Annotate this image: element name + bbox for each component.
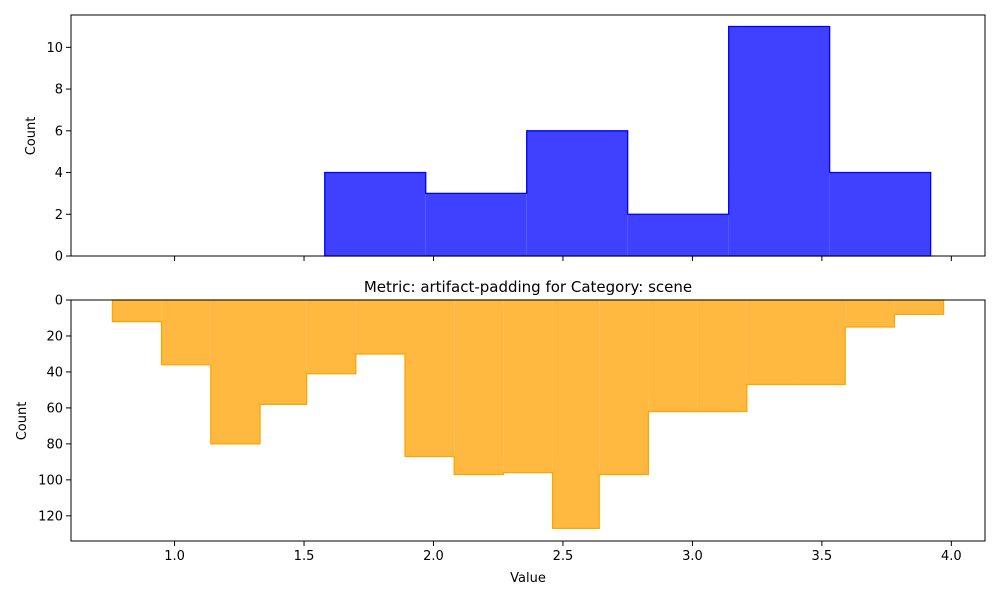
bottom-histogram-bar xyxy=(795,300,846,385)
bottom-histogram-bar xyxy=(355,300,406,354)
top-axes-frame xyxy=(70,14,986,257)
bottom-x-tick-label: 2.0 xyxy=(423,549,444,564)
bottom-y-tick-label: 20 xyxy=(46,329,63,344)
top-y-tick-label: 0 xyxy=(55,250,63,265)
top-histogram-bar xyxy=(425,193,527,256)
bottom-y-tick-label: 40 xyxy=(46,365,63,380)
bottom-x-tick-label: 3.5 xyxy=(812,549,833,564)
x-axis-label: Value xyxy=(510,571,546,586)
bottom-histogram-outline xyxy=(111,299,945,530)
top-y-tick-label: 2 xyxy=(55,208,63,223)
bottom-histogram-bar xyxy=(894,300,944,315)
bottom-histogram-bar xyxy=(405,300,455,457)
bottom-y-tick-label: 100 xyxy=(38,473,63,488)
top-x-ticks xyxy=(174,256,952,261)
bottom-histogram-bar xyxy=(161,300,211,365)
bottom-y-tick-label: 120 xyxy=(38,509,63,524)
bottom-x-tick-label: 1.0 xyxy=(164,549,185,564)
top-histogram-bar xyxy=(324,172,426,256)
bottom-histogram-bar xyxy=(746,300,796,385)
bottom-axes-frame xyxy=(70,299,986,542)
top-histogram: 0 2 4 6 8 10 Count xyxy=(24,14,986,265)
bottom-histogram-bar xyxy=(306,300,356,374)
chart-title: Metric: artifact-padding for Category: s… xyxy=(364,278,692,296)
bottom-histogram-bar xyxy=(260,300,307,405)
bottom-x-tick-label: 3.0 xyxy=(682,549,703,564)
top-histogram-bar xyxy=(627,214,729,256)
top-y-axis-label: Count xyxy=(24,117,39,156)
top-y-tick-label: 8 xyxy=(55,83,63,98)
bottom-histogram-bar xyxy=(454,300,504,475)
bottom-histogram-bar xyxy=(503,300,553,473)
top-histogram-bar xyxy=(526,130,628,256)
bottom-x-tick-label: 2.5 xyxy=(553,549,574,564)
bottom-y-axis-label: Count xyxy=(15,402,30,441)
bottom-x-tick-label: 4.0 xyxy=(941,549,962,564)
top-y-ticks: 0 2 4 6 8 10 xyxy=(46,41,71,265)
bottom-histogram-bar xyxy=(697,300,747,412)
bottom-y-ticks: 0 20 40 60 80 100 120 xyxy=(38,294,71,524)
bottom-histogram-bar xyxy=(552,300,600,529)
bottom-histogram-bar xyxy=(112,300,162,322)
top-plot-area xyxy=(324,25,932,257)
bottom-histogram-bar xyxy=(845,300,895,327)
top-histogram-bar xyxy=(829,172,931,256)
bottom-x-ticks: 1.0 1.5 2.0 2.5 3.0 3.5 4.0 xyxy=(164,541,962,564)
bottom-y-tick-label: 0 xyxy=(55,294,63,309)
top-y-tick-label: 6 xyxy=(55,124,63,139)
bottom-histogram: Metric: artifact-padding for Category: s… xyxy=(15,278,986,586)
top-y-tick-label: 10 xyxy=(46,41,63,56)
bottom-y-tick-label: 60 xyxy=(46,401,63,416)
bottom-histogram-bar xyxy=(648,300,698,412)
bottom-histogram-bar xyxy=(210,300,261,444)
top-histogram-outline xyxy=(324,25,932,257)
bottom-plot-area xyxy=(111,299,945,530)
bottom-y-tick-label: 80 xyxy=(46,437,63,452)
top-y-tick-label: 4 xyxy=(55,166,63,181)
bottom-histogram-bar xyxy=(599,300,649,475)
top-histogram-bar xyxy=(728,26,830,256)
bottom-x-tick-label: 1.5 xyxy=(294,549,315,564)
